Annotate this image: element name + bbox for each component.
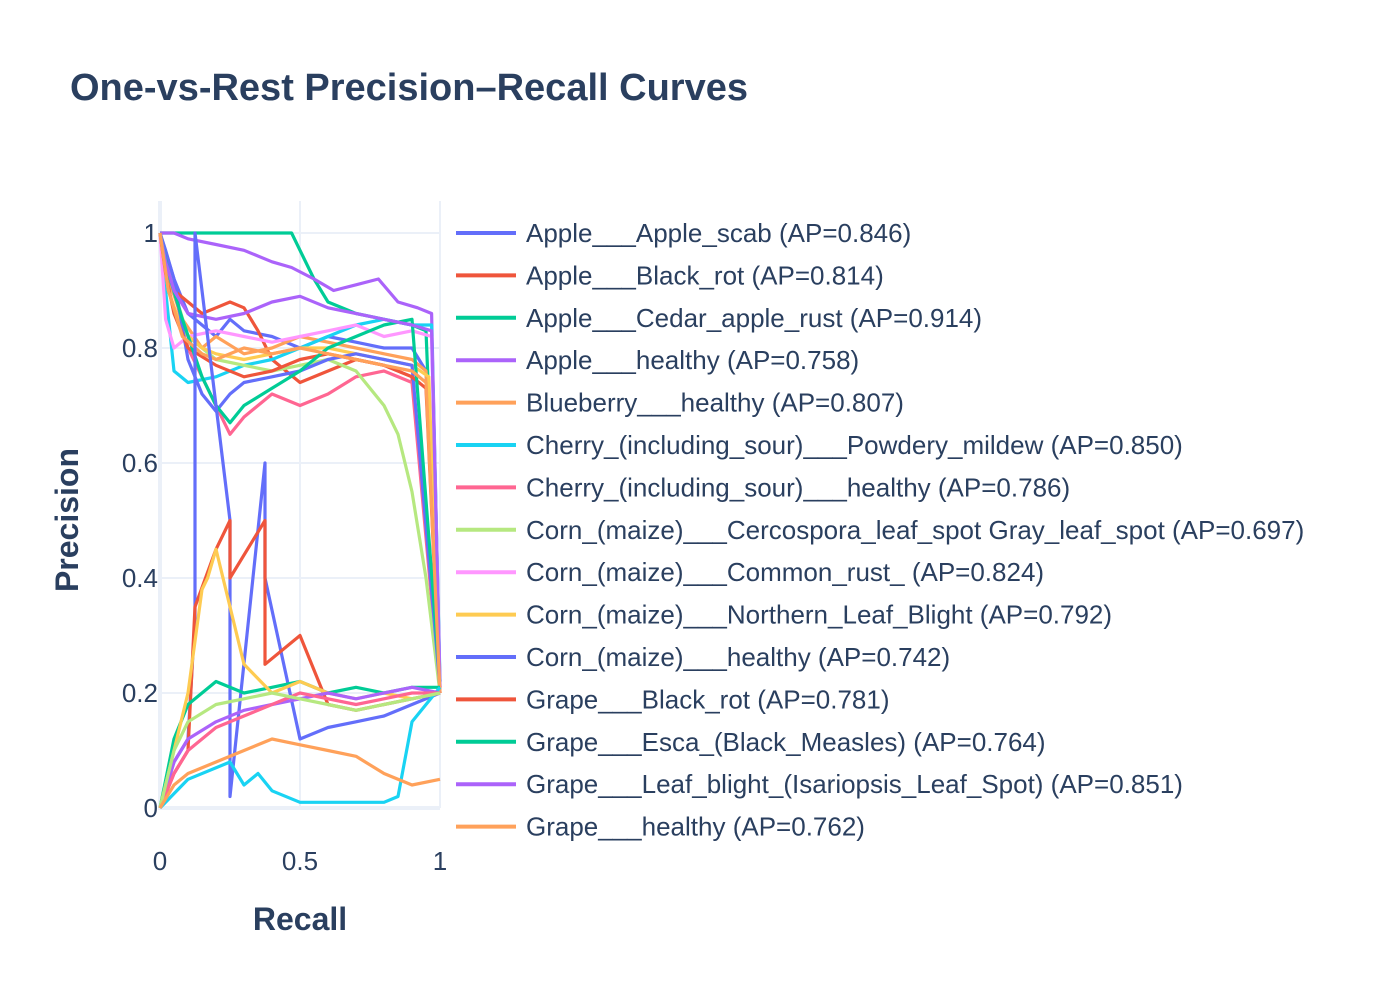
y-axis-title: Precision (49, 448, 85, 592)
legend-label: Apple___Apple_scab (AP=0.846) (526, 218, 911, 248)
legend-label: Cherry_(including_sour)___Powdery_mildew… (526, 430, 1183, 460)
pr-curve-series-23[interactable] (158, 737, 441, 809)
y-tick-label: 0.4 (122, 563, 158, 593)
legend-item[interactable]: Apple___healthy (AP=0.758) (456, 345, 859, 375)
pr-curve-series-18[interactable] (158, 686, 442, 810)
legend-label: Apple___Cedar_apple_rust (AP=0.914) (526, 303, 982, 333)
legend-item[interactable]: Grape___Black_rot (AP=0.781) (456, 684, 890, 714)
legend-item[interactable]: Corn_(maize)___healthy (AP=0.742) (456, 642, 950, 672)
legend-item[interactable]: Apple___Black_rot (AP=0.814) (456, 260, 884, 290)
legend-item[interactable]: Grape___Esca_(Black_Measles) (AP=0.764) (456, 727, 1046, 757)
pr-curve-series-20[interactable] (158, 685, 441, 809)
y-tick-label: 0.6 (122, 448, 158, 478)
legend-label: Grape___Leaf_blight_(Isariopsis_Leaf_Spo… (526, 769, 1183, 799)
legend-item[interactable]: Apple___Apple_scab (AP=0.846) (456, 218, 911, 248)
legend-label: Apple___Black_rot (AP=0.814) (526, 260, 884, 290)
x-tick-label: 0.5 (282, 846, 318, 876)
legend-item[interactable]: Cherry_(including_sour)___Powdery_mildew… (456, 430, 1183, 460)
legend-item[interactable]: Grape___Leaf_blight_(Isariopsis_Leaf_Spo… (456, 769, 1183, 799)
legend-label: Corn_(maize)___Northern_Leaf_Blight (AP=… (526, 600, 1112, 630)
chart-title: One-vs-Rest Precision–Recall Curves (70, 67, 748, 109)
x-tick-label: 0 (153, 846, 167, 876)
legend-label: Cherry_(including_sour)___healthy (AP=0.… (526, 472, 1070, 502)
legend-item[interactable]: Cherry_(including_sour)___healthy (AP=0.… (456, 472, 1070, 502)
legend-item[interactable]: Apple___Cedar_apple_rust (AP=0.914) (456, 303, 982, 333)
legend-item[interactable]: Corn_(maize)___Cercospora_leaf_spot Gray… (456, 515, 1304, 545)
x-axis-title: Recall (253, 901, 347, 937)
legend-label: Corn_(maize)___Cercospora_leaf_spot Gray… (526, 515, 1304, 545)
y-tick-label: 0.8 (122, 333, 158, 363)
pr-curve-series-8[interactable] (158, 232, 442, 688)
legend-label: Grape___healthy (AP=0.762) (526, 812, 865, 842)
pr-curve-series-12[interactable] (158, 232, 442, 682)
pr-curve-series-21[interactable] (158, 691, 440, 809)
legend: Apple___Apple_scab (AP=0.846) Apple___Bla… (456, 218, 1304, 842)
legend-label: Grape___Esca_(Black_Measles) (AP=0.764) (526, 727, 1046, 757)
plot-area (158, 231, 442, 810)
legend-item[interactable]: Grape___healthy (AP=0.762) (456, 812, 865, 842)
legend-label: Apple___healthy (AP=0.758) (526, 345, 859, 375)
y-tick-label: 1 (144, 218, 158, 248)
legend-label: Corn_(maize)___healthy (AP=0.742) (526, 642, 950, 672)
legend-item[interactable]: Corn_(maize)___Common_rust_ (AP=0.824) (456, 557, 1044, 587)
pr-curve-series-10[interactable] (158, 232, 442, 688)
axis-ticks: 0 0.2 0.4 0.6 0.8 1 0 0.5 1 (122, 218, 447, 876)
legend-label: Corn_(maize)___Common_rust_ (AP=0.824) (526, 557, 1044, 587)
pr-curve-series-13[interactable] (158, 232, 442, 688)
legend-label: Blueberry___healthy (AP=0.807) (526, 388, 904, 418)
legend-label: Grape___Black_rot (AP=0.781) (526, 684, 890, 714)
pr-curve-series-22[interactable] (158, 691, 441, 809)
grid (158, 201, 441, 810)
legend-item[interactable]: Corn_(maize)___Northern_Leaf_Blight (AP=… (456, 600, 1112, 630)
y-tick-label: 0 (144, 793, 158, 823)
legend-item[interactable]: Blueberry___healthy (AP=0.807) (456, 388, 904, 418)
pr-curve-series-14[interactable] (158, 232, 442, 694)
y-tick-label: 0.2 (122, 678, 158, 708)
x-tick-label: 1 (433, 846, 447, 876)
